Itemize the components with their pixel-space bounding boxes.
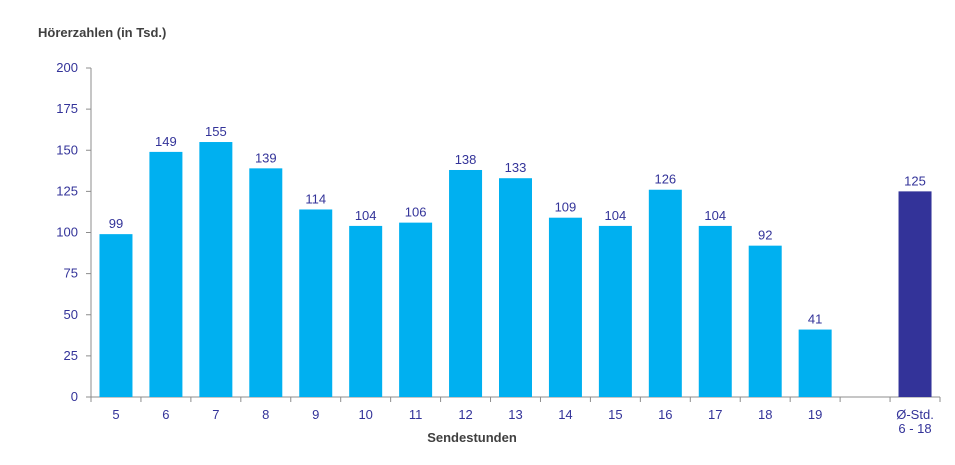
bar	[299, 209, 333, 397]
data-label: 92	[758, 228, 772, 243]
x-tick-label: 18	[758, 407, 772, 422]
x-tick-label: 17	[708, 407, 722, 422]
data-label: 104	[605, 208, 627, 223]
bar	[349, 225, 383, 397]
bar	[798, 329, 832, 397]
y-axis-title: Hörerzahlen (in Tsd.)	[38, 25, 166, 40]
bar	[449, 169, 483, 397]
y-tick-label: 175	[56, 101, 78, 116]
bar	[548, 217, 582, 397]
bar	[149, 151, 183, 397]
x-tick-label: 11	[409, 407, 423, 422]
bar	[99, 234, 133, 397]
y-tick-label: 25	[64, 348, 78, 363]
data-label: 139	[255, 150, 277, 165]
data-label: 133	[505, 160, 527, 175]
x-axis-title: Sendestunden	[427, 430, 517, 445]
data-label: 99	[109, 216, 123, 231]
y-tick-label: 0	[71, 389, 78, 404]
y-tick-label: 100	[56, 225, 78, 240]
x-tick-label: Ø-Std.	[896, 407, 934, 422]
y-tick-label: 50	[64, 307, 78, 322]
x-tick-label: 6	[162, 407, 169, 422]
y-tick-label: 75	[64, 266, 78, 281]
bar	[898, 191, 932, 397]
data-label: 114	[305, 191, 326, 206]
bar	[648, 189, 682, 397]
x-tick-label: 16	[658, 407, 672, 422]
bar	[399, 222, 433, 397]
x-tick-label: 13	[508, 407, 522, 422]
data-label: 138	[455, 152, 477, 167]
x-tick-label: 9	[312, 407, 319, 422]
y-tick-label: 150	[56, 142, 78, 157]
bar	[499, 178, 532, 397]
data-label: 155	[205, 124, 227, 139]
x-tick-label: 8	[262, 407, 269, 422]
data-label: 149	[155, 134, 177, 149]
x-tick-label: 7	[212, 407, 219, 422]
x-tick-label: 10	[358, 407, 372, 422]
bar	[249, 168, 283, 397]
bar	[199, 142, 233, 397]
bar	[698, 225, 732, 397]
x-tick-label: 5	[112, 407, 119, 422]
data-label: 106	[405, 205, 427, 220]
bar	[748, 245, 782, 397]
data-label: 104	[355, 208, 377, 223]
data-label: 41	[808, 312, 822, 327]
x-tick-label: 14	[558, 407, 572, 422]
x-tick-label: 19	[808, 407, 822, 422]
data-label: 104	[704, 208, 726, 223]
data-label: 109	[555, 200, 577, 215]
y-tick-label: 125	[56, 183, 78, 198]
data-label: 126	[654, 172, 676, 187]
x-tick-label: 12	[458, 407, 472, 422]
y-tick-label: 200	[56, 60, 78, 75]
bar	[598, 225, 632, 397]
plot-area: 0255075100125150175200995149615571398114…	[56, 60, 941, 436]
data-label: 125	[904, 173, 926, 188]
x-tick-label: 6 - 18	[898, 421, 931, 436]
x-tick-label: 15	[608, 407, 622, 422]
